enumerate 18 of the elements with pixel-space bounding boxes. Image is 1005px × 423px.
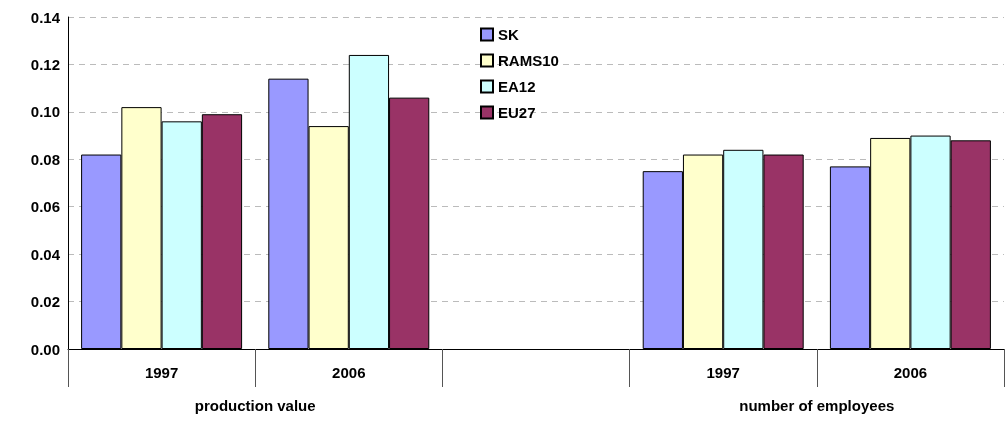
y-tick-label: 0.00 bbox=[30, 340, 60, 358]
x-tick-label: 2006 bbox=[893, 364, 928, 381]
y-tick-label: 0.14 bbox=[30, 8, 61, 26]
y-tick-label: 0.02 bbox=[30, 293, 60, 311]
y-tick-label: 0.06 bbox=[30, 198, 60, 216]
y-tick-label: 0.08 bbox=[30, 150, 60, 168]
x-tick-label: 1997 bbox=[144, 364, 179, 381]
legend-label: EA12 bbox=[498, 78, 536, 95]
text: production value bbox=[194, 397, 316, 414]
legend-label: SK bbox=[498, 26, 519, 43]
x-tick-label: 2006 bbox=[332, 364, 366, 381]
legend-label: RAMS10 bbox=[498, 52, 559, 69]
y-tick-label: 0.10 bbox=[30, 103, 60, 121]
y-tick-label: 0.04 bbox=[30, 245, 61, 263]
x-tick-label: 1997 bbox=[706, 364, 740, 381]
y-tick-label: 0.12 bbox=[30, 55, 60, 73]
legend-label: EU27 bbox=[498, 104, 536, 121]
text: number of employees bbox=[739, 397, 895, 414]
